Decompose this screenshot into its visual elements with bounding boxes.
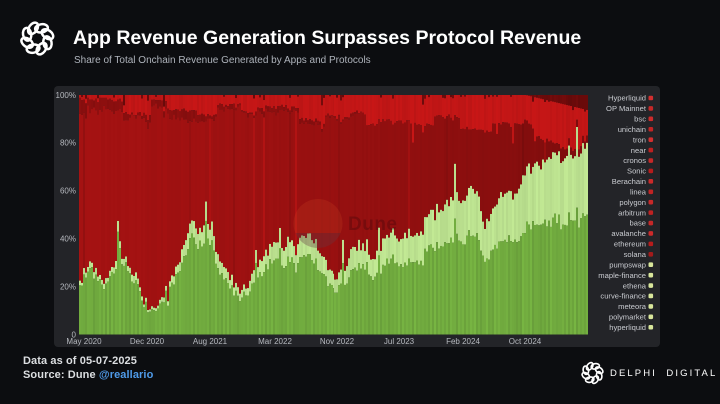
svg-text:20%: 20% [60,282,76,291]
svg-text:base: base [630,219,646,228]
svg-text:curve-finance: curve-finance [600,292,646,301]
svg-text:Oct 2024: Oct 2024 [509,337,542,346]
svg-text:near: near [631,146,647,155]
svg-text:Feb 2024: Feb 2024 [446,337,480,346]
svg-text:100%: 100% [56,91,76,100]
svg-text:Nov 2022: Nov 2022 [320,337,355,346]
svg-text:Sonic: Sonic [627,167,646,176]
svg-text:Aug 2021: Aug 2021 [193,337,228,346]
svg-text:polygon: polygon [619,198,646,207]
svg-text:avalanche: avalanche [611,229,646,238]
svg-text:0: 0 [72,330,77,339]
svg-text:pumpswap: pumpswap [609,260,646,269]
svg-text:hyperliquid: hyperliquid [609,323,646,332]
svg-text:arbitrum: arbitrum [618,208,646,217]
svg-text:ethena: ethena [623,281,647,290]
svg-text:OP Mainnet: OP Mainnet [606,104,647,113]
svg-text:unichain: unichain [618,125,646,134]
svg-text:40%: 40% [60,235,76,244]
svg-text:ethereum: ethereum [614,240,646,249]
svg-text:meteora: meteora [618,302,647,311]
svg-text:bsc: bsc [634,115,646,124]
svg-text:May 2020: May 2020 [66,337,102,346]
svg-text:Berachain: Berachain [612,177,646,186]
svg-text:solana: solana [624,250,647,259]
svg-text:linea: linea [630,187,647,196]
svg-text:tron: tron [633,135,646,144]
svg-text:Hyperliquid: Hyperliquid [608,94,646,103]
svg-text:Dec 2020: Dec 2020 [130,337,165,346]
svg-text:polymarket: polymarket [609,313,647,322]
svg-text:Jul 2023: Jul 2023 [384,337,415,346]
svg-text:60%: 60% [60,187,76,196]
svg-text:cronos: cronos [623,156,646,165]
svg-text:Dune: Dune [348,214,398,235]
svg-text:80%: 80% [60,139,76,148]
svg-text:Mar 2022: Mar 2022 [258,337,292,346]
svg-text:maple-finance: maple-finance [598,271,646,280]
